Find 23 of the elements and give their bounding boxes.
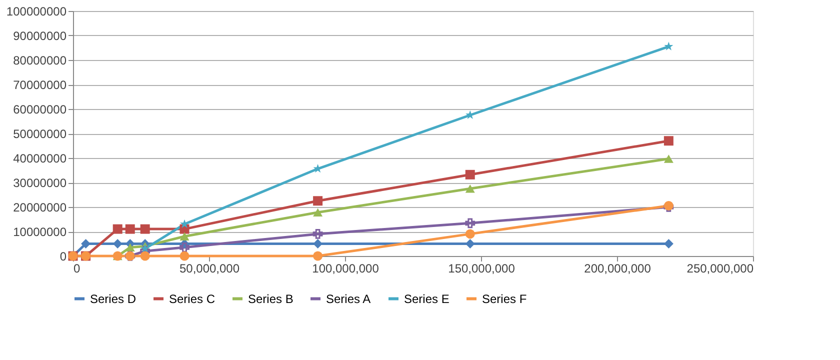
x-tick-label: 150,000,000 <box>448 262 516 276</box>
legend-label: Series D <box>90 292 136 306</box>
x-tick-label: 250,000,000 <box>686 262 754 276</box>
x-tick-label: 50,000,000 <box>179 262 240 276</box>
x-tick-label: 200,000,000 <box>584 262 652 276</box>
y-tick-label: 60000000 <box>13 102 67 116</box>
legend-label: Series F <box>482 292 527 306</box>
y-tick-label: 40000000 <box>13 152 67 166</box>
x-tick-label: 100,000,000 <box>312 262 380 276</box>
y-tick-label: 90000000 <box>13 29 67 43</box>
y-tick-label: 50000000 <box>13 127 67 141</box>
y-tick-label: 80000000 <box>13 54 67 68</box>
y-tick-label: 70000000 <box>13 78 67 92</box>
y-tick-label: 30000000 <box>13 176 67 190</box>
y-tick-label: 100000000 <box>6 4 67 18</box>
y-tick-label: 0 <box>60 250 67 264</box>
y-tick-label: 20000000 <box>13 200 67 214</box>
y-tick-label: 10000000 <box>13 225 67 239</box>
legend-label: Series E <box>404 292 450 306</box>
legend-label: Series C <box>169 292 216 306</box>
legend-label: Series A <box>326 292 371 306</box>
x-tick-label: 0 <box>74 262 80 276</box>
legend-label: Series B <box>248 292 294 306</box>
